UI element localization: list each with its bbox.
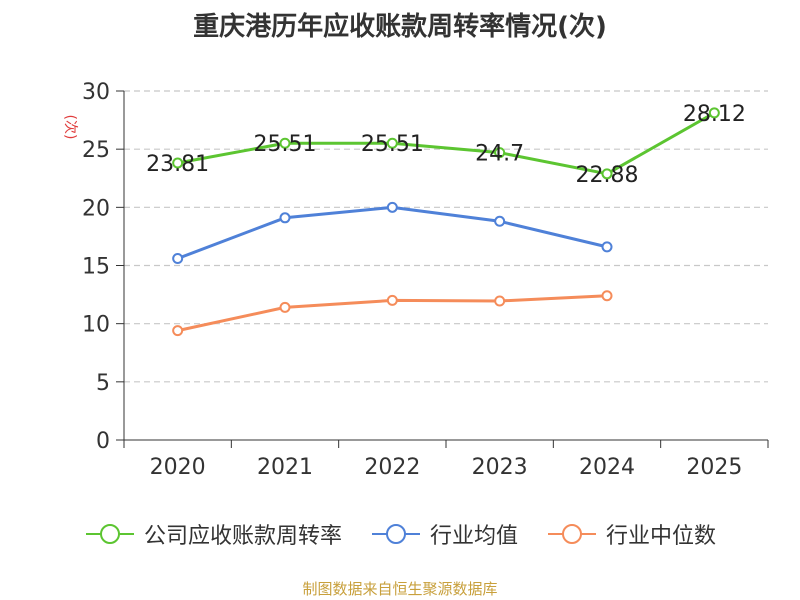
data-point-2-2022: [386, 294, 398, 306]
data-point-1-2023: [494, 215, 506, 227]
series-line-0: [177, 111, 716, 176]
x-tick-label-2022: 2022: [364, 455, 420, 480]
legend-label-company: 公司应收账款周转率: [143, 524, 342, 549]
data-point-1-2022: [386, 201, 398, 213]
data-point-0-2023: [494, 147, 506, 159]
data-label-2023: 24.7: [475, 142, 524, 167]
legend: 公司应收账款周转率 行业均值 行业中位数: [0, 518, 800, 550]
y-tick-label-15: 15: [82, 255, 110, 280]
y-tick-label-20: 20: [82, 196, 110, 221]
data-label-2021: 25.51: [254, 132, 317, 157]
x-tick-label-2023: 2023: [472, 455, 528, 480]
y-tick-labels: 0 5 10 15 20 25 30: [82, 80, 110, 454]
y-tick-label-30: 30: [82, 80, 110, 105]
grid-lines: [124, 90, 768, 383]
y-tick-label-10: 10: [82, 313, 110, 338]
data-point-2-2020: [172, 325, 184, 337]
legend-marker-industry-mean: [371, 524, 420, 544]
x-tick-label-2025: 2025: [686, 455, 742, 480]
y-tick-label-0: 0: [96, 429, 110, 454]
data-point-0-2025: [708, 107, 720, 119]
legend-marker-industry-median: [548, 524, 596, 544]
data-point-1-2021: [279, 212, 291, 224]
x-tick-label-2020: 2020: [150, 455, 206, 480]
data-point-0-2020: [172, 157, 184, 169]
data-point-0-2022: [386, 137, 398, 149]
legend-item-company[interactable]: 公司应收账款周转率: [84, 518, 342, 550]
legend-item-industry-mean[interactable]: 行业均值: [370, 518, 518, 550]
axes: [116, 90, 769, 448]
data-point-2-2024: [601, 290, 613, 302]
data-point-1-2020: [172, 253, 184, 265]
data-point-0-2021: [279, 137, 291, 149]
data-label-2022: 25.51: [361, 132, 424, 157]
x-tick-label-2024: 2024: [579, 455, 635, 480]
data-point-2-2023: [494, 295, 506, 307]
data-labels: 23.81 25.51 25.51 24.7 22.88 28.12: [146, 102, 746, 188]
data-label-2024: 22.88: [576, 163, 639, 188]
legend-marker-company: [85, 524, 134, 544]
legend-label-industry-mean: 行业均值: [429, 524, 518, 549]
x-tick-labels: 2020 2021 2022 2023 2024 2025: [150, 455, 743, 480]
data-point-2-2021: [279, 301, 291, 313]
source-note: 制图数据来自恒生聚源数据库: [302, 580, 498, 598]
legend-label-industry-median: 行业中位数: [606, 524, 717, 549]
series-line-1: [177, 205, 608, 260]
chart-title: 重庆港历年应收账款周转率情况(次): [193, 12, 607, 42]
legend-item-industry-median[interactable]: 行业中位数: [546, 518, 716, 550]
y-axis-label: (次): [62, 115, 78, 140]
series-lines: [172, 107, 720, 337]
x-tick-label-2021: 2021: [257, 455, 313, 480]
data-label-2020: 23.81: [146, 152, 209, 177]
data-label-2025: 28.12: [683, 102, 746, 127]
y-tick-label-25: 25: [82, 138, 110, 163]
data-point-0-2024: [601, 168, 613, 180]
y-tick-label-5: 5: [96, 371, 110, 396]
data-point-1-2024: [601, 241, 613, 253]
